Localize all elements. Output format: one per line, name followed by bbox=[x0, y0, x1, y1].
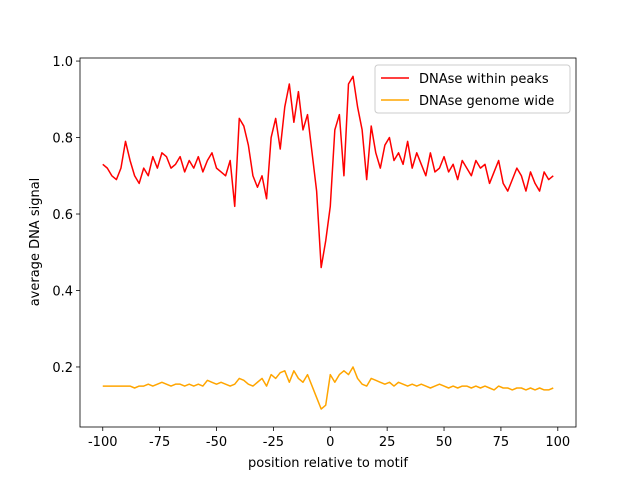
x-tick-label: -75 bbox=[149, 435, 170, 450]
y-tick-label: 0.8 bbox=[52, 132, 73, 147]
y-axis-label: average DNA signal bbox=[28, 178, 43, 307]
axes-frame bbox=[79, 57, 577, 428]
legend-box bbox=[374, 64, 571, 114]
x-tick-label: 25 bbox=[379, 435, 396, 450]
data-line bbox=[102, 366, 554, 410]
x-tick-label: 75 bbox=[493, 435, 510, 450]
x-tick-label: 100 bbox=[545, 435, 570, 450]
data-line bbox=[102, 75, 554, 269]
legend-label: DNAse genome wide bbox=[419, 94, 554, 109]
legend-label: DNAse within peaks bbox=[419, 72, 549, 87]
x-tick-label: -100 bbox=[88, 435, 118, 450]
y-tick-label: 0.2 bbox=[52, 361, 73, 376]
x-tick-label: 50 bbox=[436, 435, 453, 450]
x-axis-label: position relative to motif bbox=[248, 456, 408, 471]
x-tick-label: -50 bbox=[206, 435, 227, 450]
y-tick-label: 0.6 bbox=[52, 208, 73, 223]
x-tick-label: 0 bbox=[326, 435, 334, 450]
x-tick-label: -25 bbox=[263, 435, 284, 450]
y-tick-label: 0.4 bbox=[52, 284, 73, 299]
y-tick-label: 1.0 bbox=[52, 55, 73, 70]
